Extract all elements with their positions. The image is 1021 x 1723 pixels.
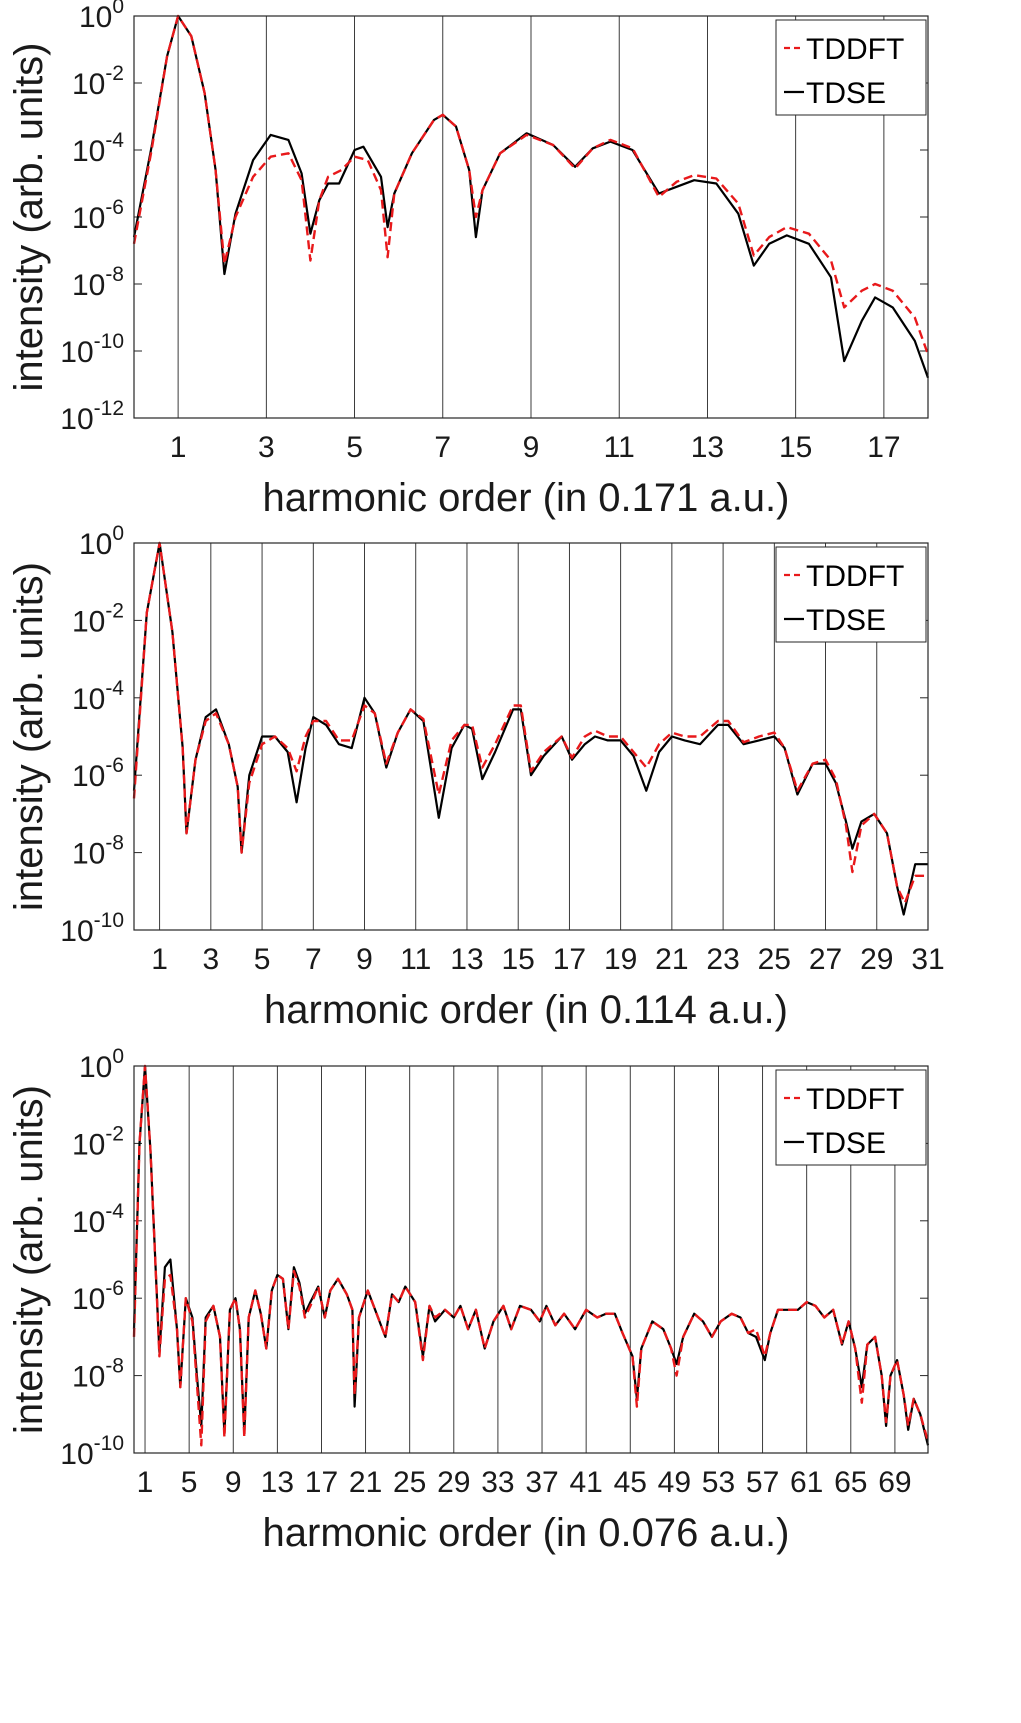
x-tick-label: 5 [346, 431, 363, 464]
x-tick-label: 61 [790, 1466, 823, 1499]
y-tick-label: 10-2 [72, 599, 124, 638]
x-tick-label: 53 [702, 1466, 735, 1499]
x-tick-label: 7 [305, 943, 322, 976]
x-tick-label: 3 [258, 431, 275, 464]
x-tick-label: 19 [604, 943, 637, 976]
x-axis-label: harmonic order (in 0.114 a.u.) [264, 988, 788, 1032]
y-tick-label: 10-6 [72, 1277, 124, 1316]
y-tick-label: 10-12 [60, 397, 124, 436]
y-tick-label: 10-6 [72, 196, 124, 235]
chart-panel-3: 1 5 9 13 17 21 25 29 33 37 41 45 49 53 57 61 65 69 100 10-… [7, 1045, 930, 1555]
x-tick-label: 7 [434, 431, 451, 464]
series-line-tddft [132, 1064, 930, 1447]
legend: TDDFT TDSE [775, 19, 927, 116]
x-tick-label: 13 [691, 431, 724, 464]
y-tick-label: 100 [79, 522, 124, 561]
y-tick-label: 10-4 [72, 129, 124, 168]
y-tick-label: 10-4 [72, 677, 124, 716]
data-traces [132, 14, 930, 379]
y-tick-label: 100 [79, 1045, 124, 1084]
y-tick-label: 10-10 [60, 909, 124, 948]
x-tick-label: 21 [349, 1466, 382, 1499]
y-axis-label: intensity (arb. units) [7, 1085, 51, 1434]
x-tick-labels: 1 3 5 7 9 11 13 15 17 19 21 23 25 27 29 31 [151, 943, 944, 976]
x-tick-labels: 1 3 5 7 9 11 13 15 17 [170, 431, 901, 464]
data-traces [132, 541, 928, 916]
y-tick-label: 10-6 [72, 754, 124, 793]
legend-box [775, 546, 927, 643]
y-tick-label: 10-2 [72, 62, 124, 101]
y-tick-label: 10-10 [60, 1432, 124, 1471]
x-tick-label: 69 [878, 1466, 911, 1499]
x-tick-label: 41 [569, 1466, 602, 1499]
x-tick-label: 11 [604, 431, 635, 464]
y-tick-label: 10-10 [60, 330, 124, 369]
series-line-tddft [132, 541, 928, 905]
y-tick-labels: 100 10-2 10-4 10-6 10-8 10-10 [60, 1045, 124, 1471]
x-tick-label: 21 [655, 943, 688, 976]
x-tick-label: 9 [225, 1466, 242, 1499]
x-tick-label: 17 [553, 943, 586, 976]
x-tick-label: 9 [523, 431, 540, 464]
x-tick-label: 3 [202, 943, 219, 976]
x-tick-label: 33 [481, 1466, 514, 1499]
x-tick-label: 45 [614, 1466, 647, 1499]
x-tick-label: 37 [525, 1466, 558, 1499]
series-line-tddft [132, 14, 930, 355]
x-axis-label: harmonic order (in 0.171 a.u.) [263, 476, 790, 520]
x-tick-label: 13 [261, 1466, 294, 1499]
legend-box [775, 19, 927, 116]
x-tick-label: 11 [400, 943, 431, 976]
x-tick-label: 29 [437, 1466, 470, 1499]
chart-panel-1: 1 3 5 7 9 11 13 15 17 10010-210-410-610-810-1010… [7, 0, 930, 520]
x-tick-label: 17 [867, 431, 900, 464]
x-tick-label: 1 [170, 431, 187, 464]
legend-entry-tddft: TDDFT [806, 1083, 904, 1116]
x-tick-label: 31 [911, 943, 944, 976]
y-tick-label: 10-8 [72, 832, 124, 871]
x-tick-label: 9 [356, 943, 373, 976]
x-tick-label: 17 [305, 1466, 338, 1499]
x-tick-label: 65 [834, 1466, 867, 1499]
x-tick-label: 25 [758, 943, 791, 976]
y-tick-label: 10-2 [72, 1122, 124, 1161]
chart-panel-2: 1 3 5 7 9 11 13 15 17 19 21 23 25 27 29 31 10010-210-41… [7, 522, 945, 1032]
legend-entry-tdse: TDSE [806, 77, 886, 110]
legend-entry-tdse: TDSE [806, 1127, 886, 1160]
x-tick-label: 49 [658, 1466, 691, 1499]
plot-frame [133, 1065, 929, 1454]
y-tick-label: 100 [79, 0, 124, 34]
legend-entry-tddft: TDDFT [806, 560, 904, 593]
x-tick-label: 1 [151, 943, 168, 976]
x-tick-label: 13 [450, 943, 483, 976]
y-tick-label: 10-4 [72, 1200, 124, 1239]
legend-entry-tdse: TDSE [806, 604, 886, 637]
y-tick-label: 10-8 [72, 263, 124, 302]
x-tick-labels: 1 5 9 13 17 21 25 29 33 37 41 45 49 53 57 61 65 69 [137, 1466, 912, 1499]
x-tick-label: 5 [181, 1466, 198, 1499]
x-tick-label: 57 [746, 1466, 779, 1499]
y-tick-labels: 100 10-2 10-4 10-6 10-8 10-10 [60, 522, 124, 948]
x-axis-label: harmonic order (in 0.076 a.u.) [263, 1511, 790, 1555]
x-tick-label: 29 [860, 943, 893, 976]
x-tick-label: 15 [779, 431, 812, 464]
y-tick-label: 10-8 [72, 1355, 124, 1394]
legend-entry-tddft: TDDFT [806, 33, 904, 66]
plot-frame [133, 15, 929, 419]
x-tick-label: 15 [502, 943, 535, 976]
legend: TDDFT TDSE [775, 1069, 927, 1166]
data-traces [132, 1064, 930, 1447]
x-tick-label: 25 [393, 1466, 426, 1499]
x-tick-label: 23 [706, 943, 739, 976]
x-tick-label: 27 [809, 943, 842, 976]
x-tick-label: 5 [254, 943, 271, 976]
y-axis-label: intensity (arb. units) [7, 42, 51, 391]
y-axis-label: intensity (arb. units) [7, 562, 51, 911]
y-tick-labels: 100 10-2 10-4 10-6 10-8 10-10 10-12 [60, 0, 124, 436]
legend: TDDFT TDSE [775, 546, 927, 643]
plot-frame [133, 542, 929, 931]
legend-box [775, 1069, 927, 1166]
x-tick-label: 1 [137, 1466, 154, 1499]
